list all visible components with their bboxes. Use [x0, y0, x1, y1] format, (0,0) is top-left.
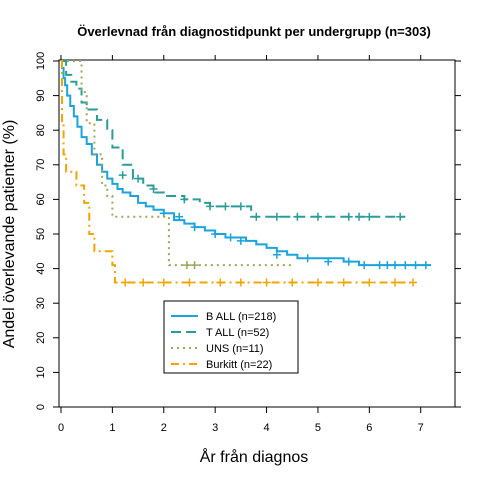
censor-mark	[121, 278, 130, 287]
censor-mark	[409, 278, 418, 287]
censor-mark	[206, 202, 215, 211]
censor-mark	[236, 278, 245, 287]
x-tick-label: 2	[161, 422, 167, 434]
censor-mark	[324, 257, 333, 266]
censor-mark	[344, 212, 353, 221]
series-line-2	[61, 60, 293, 267]
censor-mark	[313, 278, 322, 287]
censor-mark	[262, 278, 271, 287]
censor-mark	[391, 278, 400, 287]
x-tick-label: 6	[366, 422, 372, 434]
x-tick-label: 4	[263, 422, 269, 434]
censor-mark	[236, 236, 245, 245]
censor-mark	[421, 261, 430, 270]
legend-label: T ALL (n=52)	[206, 327, 269, 339]
y-axis: 0 10 20 30 40 50 60 70 80 90 100	[35, 52, 59, 410]
legend-box	[163, 300, 299, 374]
series-line-1	[61, 60, 406, 218]
y-tick-label: 50	[35, 228, 47, 240]
series-line-3	[61, 60, 416, 284]
x-tick-label: 5	[315, 422, 321, 434]
censor-mark	[149, 185, 158, 194]
y-tick-label: 60	[35, 193, 47, 205]
y-tick-label: 70	[35, 159, 47, 171]
y-tick-label: 40	[35, 262, 47, 274]
censor-mark	[303, 254, 312, 263]
censor-mark	[339, 278, 348, 287]
censor-mark	[288, 278, 297, 287]
y-axis-title: Andel överlevande patienter (%)	[1, 120, 18, 349]
censor-mark	[159, 278, 168, 287]
censor-mark	[401, 261, 410, 270]
censor-mark	[216, 278, 225, 287]
censor-mark	[396, 212, 405, 221]
censor-mark	[344, 257, 353, 266]
x-tick-label: 0	[58, 422, 64, 434]
censor-mark	[375, 261, 384, 270]
censor-mark	[360, 261, 369, 270]
y-tick-label: 10	[35, 366, 47, 378]
y-tick-label: 80	[35, 124, 47, 136]
x-tick-label: 3	[212, 422, 218, 434]
censor-mark	[272, 212, 281, 221]
censor-mark	[185, 278, 194, 287]
censor-mark	[365, 212, 374, 221]
censor-mark	[383, 261, 392, 270]
legend-label: Burkitt (n=22)	[206, 359, 272, 371]
censor-mark	[391, 261, 400, 270]
censor-mark	[139, 278, 148, 287]
censor-mark	[272, 250, 281, 259]
legend-label: B ALL (n=218)	[206, 311, 276, 323]
censor-mark	[134, 174, 143, 183]
censor-mark	[175, 212, 184, 221]
legend: B ALL (n=218) T ALL (n=52) UNS (n=11) Burki…	[163, 300, 299, 374]
x-tick-label: 7	[418, 422, 424, 434]
chart-title: Överlevnad från diagnostidpunkt per unde…	[77, 24, 431, 39]
y-tick-label: 100	[35, 52, 47, 70]
censor-mark	[236, 202, 245, 211]
censor-mark	[252, 212, 261, 221]
censor-mark	[313, 212, 322, 221]
y-tick-label: 20	[35, 332, 47, 344]
y-tick-label: 30	[35, 297, 47, 309]
censor-mark	[226, 233, 235, 242]
y-tick-label: 90	[35, 89, 47, 101]
censor-mark	[221, 202, 230, 211]
censor-mark	[293, 212, 302, 221]
series-line-0	[61, 60, 431, 267]
y-axis-right	[455, 60, 461, 408]
censor-mark	[182, 261, 191, 270]
y-tick-label: 0	[35, 404, 47, 410]
series-layer	[61, 60, 431, 287]
censor-mark	[211, 230, 220, 238]
censor-mark	[190, 261, 199, 270]
legend-label: UNS (n=11)	[206, 343, 264, 355]
censor-mark	[190, 223, 199, 232]
censor-mark	[118, 171, 127, 180]
censor-mark	[365, 278, 374, 287]
censor-mark	[180, 195, 189, 204]
censor-mark	[411, 261, 420, 270]
censor-mark	[355, 212, 364, 221]
x-tick-label: 1	[109, 422, 115, 434]
x-axis-title: År från diagnos	[200, 447, 309, 466]
x-axis: 0 1 2 3 4 5 6 7	[58, 55, 424, 434]
